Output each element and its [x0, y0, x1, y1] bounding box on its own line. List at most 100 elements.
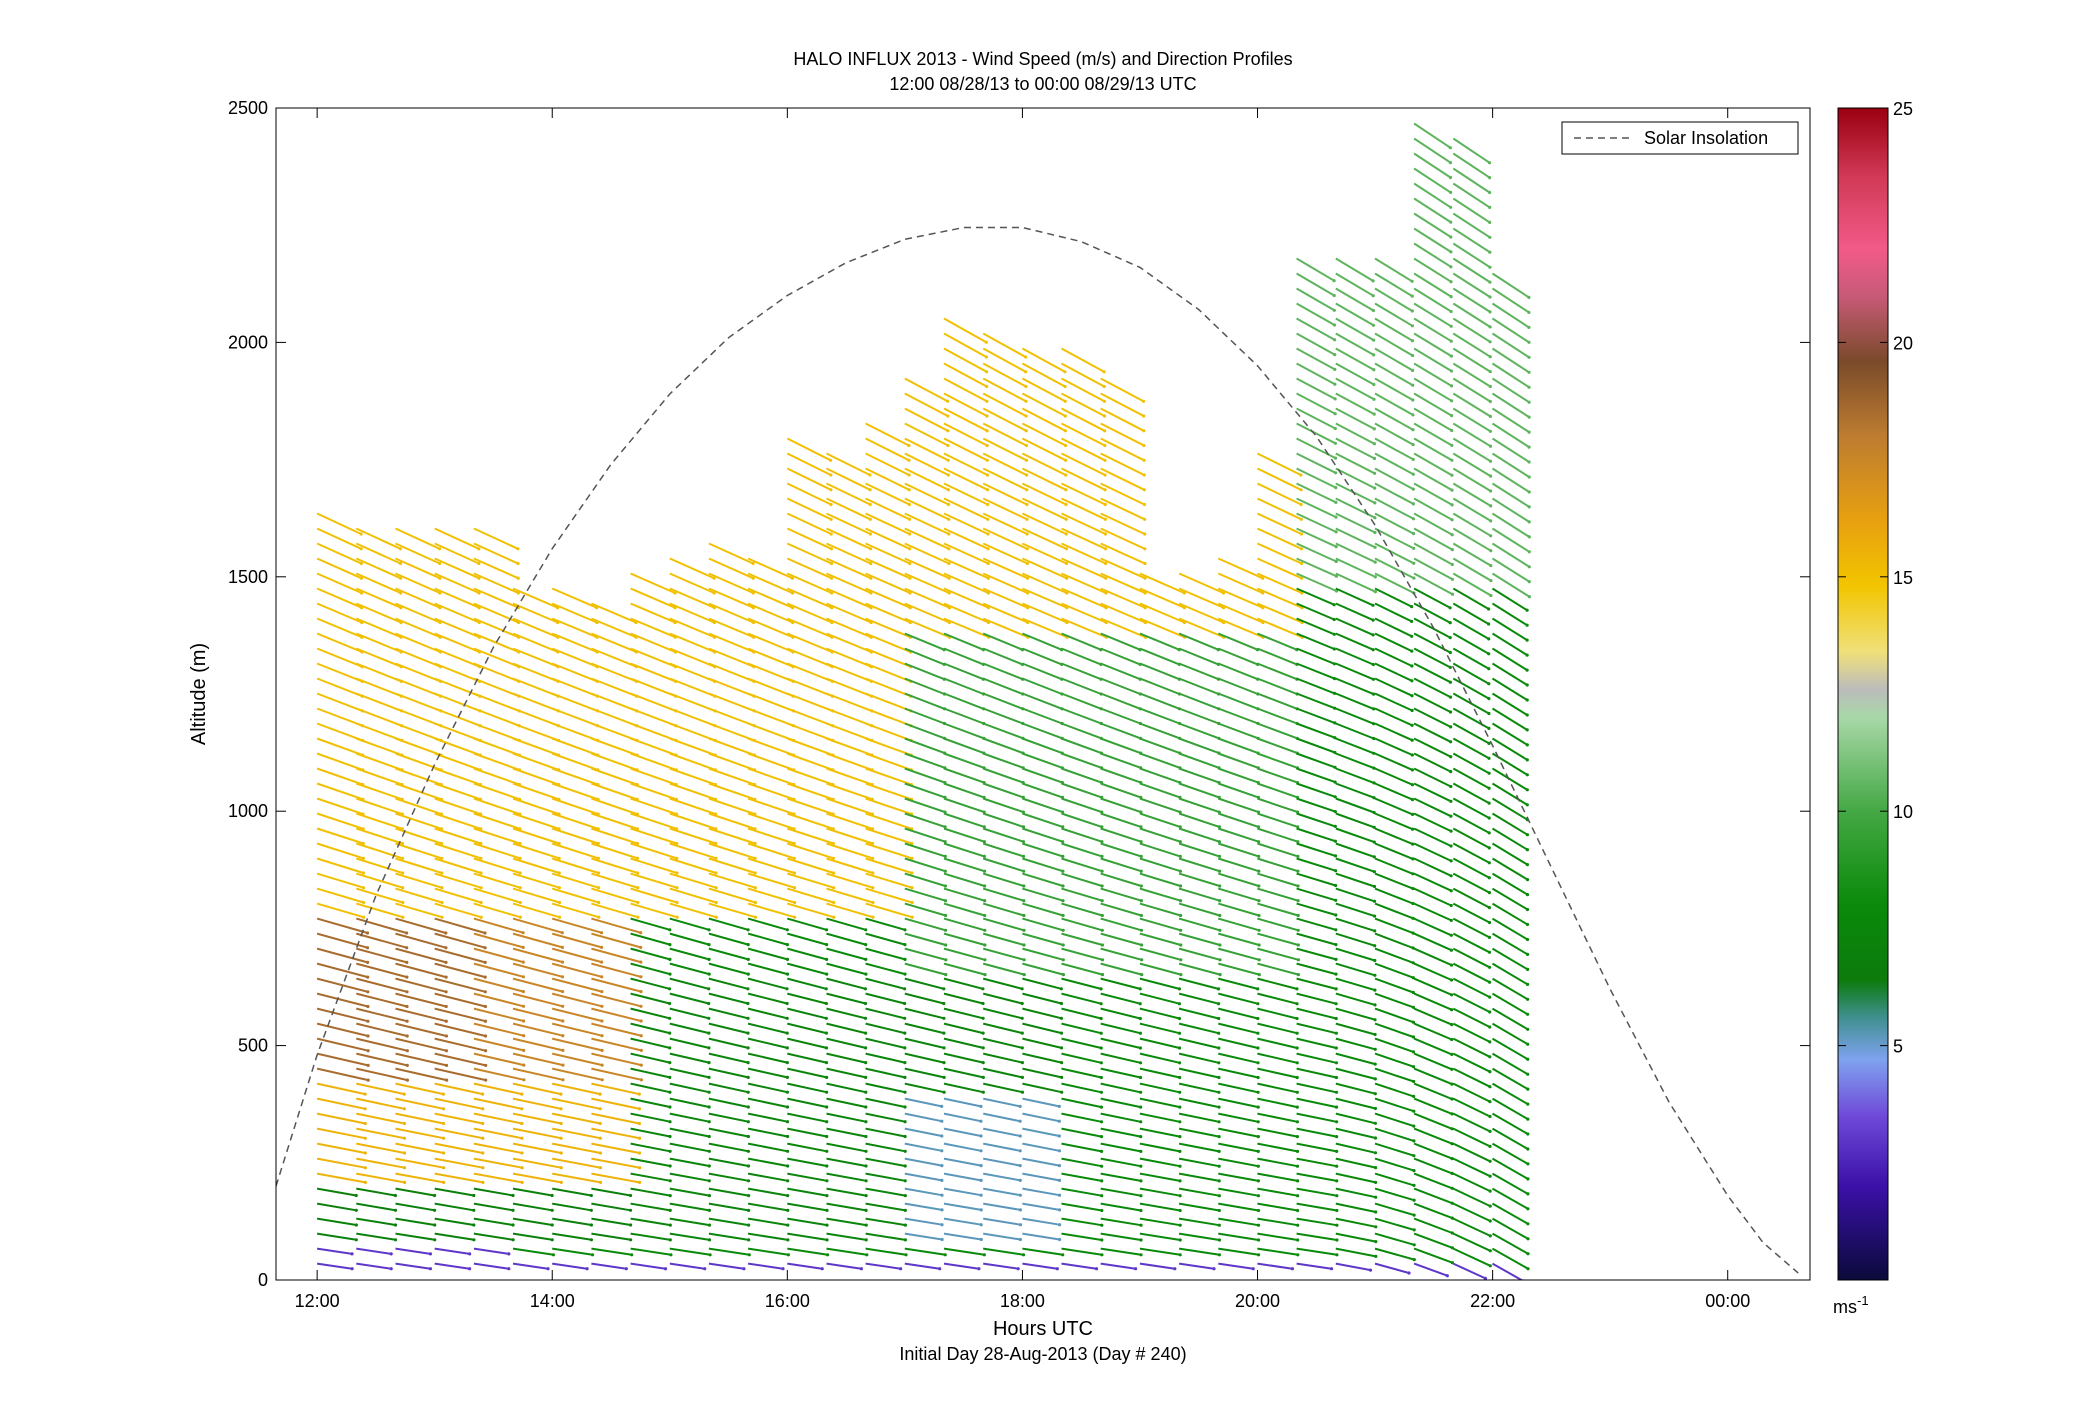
wind-vector	[1452, 287, 1491, 313]
wind-vector	[1491, 1067, 1529, 1090]
wind-vector-head	[1295, 1105, 1299, 1109]
wind-vector	[1413, 452, 1453, 477]
wind-vector	[1335, 977, 1376, 992]
wind-vector	[1335, 377, 1375, 401]
wind-vector-head	[1488, 280, 1492, 284]
wind-vector	[512, 752, 560, 771]
wind-vector	[355, 587, 402, 609]
wind-vector	[1452, 1157, 1491, 1178]
wind-vector-head	[1525, 788, 1529, 792]
legend-label: Solar Insolation	[1644, 128, 1768, 148]
wind-vector-head	[1218, 899, 1222, 903]
wind-vector	[865, 872, 913, 889]
wind-vector	[1452, 1082, 1491, 1103]
wind-vector	[1413, 1247, 1453, 1264]
wind-vector-head	[440, 841, 444, 846]
wind-vector	[434, 1202, 474, 1212]
wind-vector	[1491, 1127, 1529, 1150]
wind-vector	[1061, 497, 1106, 521]
wind-vector	[1452, 1232, 1491, 1252]
wind-vector	[1061, 647, 1102, 666]
wind-vector-head	[984, 340, 988, 344]
wind-vector	[1257, 707, 1298, 725]
wind-vector	[669, 1202, 710, 1212]
wind-vector-head	[793, 915, 797, 919]
wind-vector-head	[1449, 235, 1453, 239]
wind-vector	[1413, 947, 1452, 967]
wind-vector-head	[1099, 1075, 1103, 1080]
wind-vector	[943, 752, 985, 769]
wind-vector	[747, 887, 795, 904]
wind-vector-head	[1373, 914, 1377, 918]
wind-vector	[786, 767, 834, 786]
wind-vector-head	[638, 1166, 642, 1170]
wind-vector-head	[1064, 443, 1068, 448]
wind-vector	[826, 1097, 867, 1108]
wind-vector-head	[1368, 1268, 1373, 1272]
wind-vector	[1335, 632, 1374, 651]
wind-vector-head	[707, 1149, 711, 1153]
wind-vector	[1335, 302, 1375, 327]
wind-vector	[669, 962, 710, 976]
wind-vector	[708, 1007, 749, 1020]
wind-vector	[473, 842, 521, 860]
wind-vector-head	[1143, 576, 1147, 580]
wind-vector-head	[981, 1031, 985, 1035]
wind-vector	[1022, 932, 1064, 946]
wind-vector	[1452, 932, 1490, 954]
wind-vector-head	[1371, 323, 1376, 327]
wind-vector-head	[746, 1105, 750, 1109]
wind-vector	[630, 1112, 671, 1123]
wind-vector	[943, 722, 985, 740]
wind-vector	[1413, 797, 1452, 818]
wind-vector	[552, 1127, 601, 1140]
wind-vector	[669, 1247, 711, 1256]
wind-vector	[1413, 167, 1452, 194]
wind-vector-head	[1527, 370, 1531, 374]
wind-vector-head	[1218, 884, 1222, 888]
wind-vector-head	[639, 1048, 643, 1052]
wind-vector	[512, 827, 560, 845]
x-axis-ticks: 12:00 14:00 16:00 18:00 20:00 22:00 00:00	[295, 108, 1750, 1311]
wind-vector	[1374, 1172, 1415, 1187]
wind-vector-head	[1025, 532, 1029, 536]
wind-vector	[1452, 662, 1490, 685]
wind-vector	[591, 1247, 632, 1256]
wind-vector	[1374, 572, 1415, 594]
wind-vector	[786, 752, 834, 771]
wind-vector-head	[786, 1164, 790, 1168]
wind-vector	[826, 887, 874, 904]
wind-vector	[1100, 782, 1142, 799]
wind-vector-head	[1295, 1075, 1299, 1080]
wind-vector	[1374, 257, 1413, 283]
wind-vector	[1374, 377, 1414, 401]
wind-vector	[982, 692, 1024, 710]
wind-vector	[434, 1142, 483, 1154]
wind-vector-head	[790, 591, 795, 595]
wind-vector-head	[1295, 987, 1299, 991]
wind-vector	[1100, 992, 1141, 1005]
wind-vector-head	[1256, 1179, 1260, 1183]
wind-vector	[395, 782, 442, 801]
wind-vector-head	[1018, 1119, 1022, 1123]
wind-vector	[943, 482, 989, 506]
wind-vector-head	[1139, 884, 1143, 888]
wind-vector	[1061, 377, 1105, 403]
wind-vector-head	[1488, 384, 1492, 389]
wind-vector	[943, 437, 988, 462]
wind-vector	[904, 632, 945, 651]
wind-vector	[395, 1052, 447, 1067]
wind-vector-head	[1526, 1027, 1530, 1031]
wind-vector	[1061, 872, 1103, 887]
wind-vector	[943, 707, 985, 725]
wind-vector-head	[518, 900, 522, 905]
wind-vector-head	[1410, 279, 1414, 283]
wind-vector-head	[600, 1063, 604, 1067]
wind-vector	[1178, 1217, 1220, 1227]
wind-vector	[786, 632, 833, 653]
wind-vector	[1374, 1157, 1415, 1172]
wind-vector-head	[522, 1063, 526, 1067]
wind-vector-head	[1527, 400, 1531, 404]
wind-vector	[904, 527, 950, 550]
wind-vector-head	[986, 576, 990, 580]
